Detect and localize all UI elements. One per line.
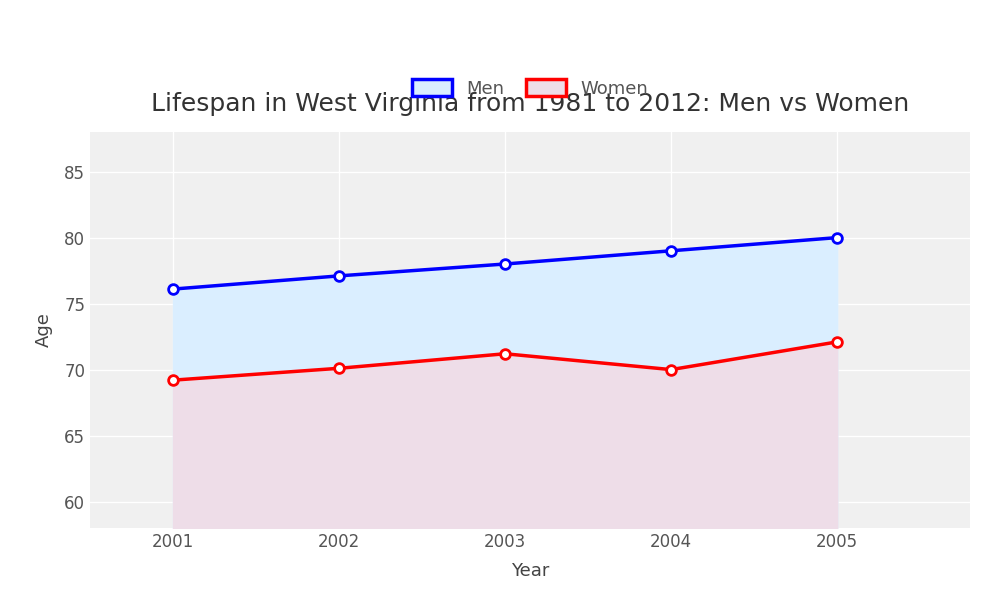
- Y-axis label: Age: Age: [35, 313, 53, 347]
- X-axis label: Year: Year: [511, 562, 549, 580]
- Title: Lifespan in West Virginia from 1981 to 2012: Men vs Women: Lifespan in West Virginia from 1981 to 2…: [151, 92, 909, 116]
- Legend: Men, Women: Men, Women: [403, 70, 657, 107]
